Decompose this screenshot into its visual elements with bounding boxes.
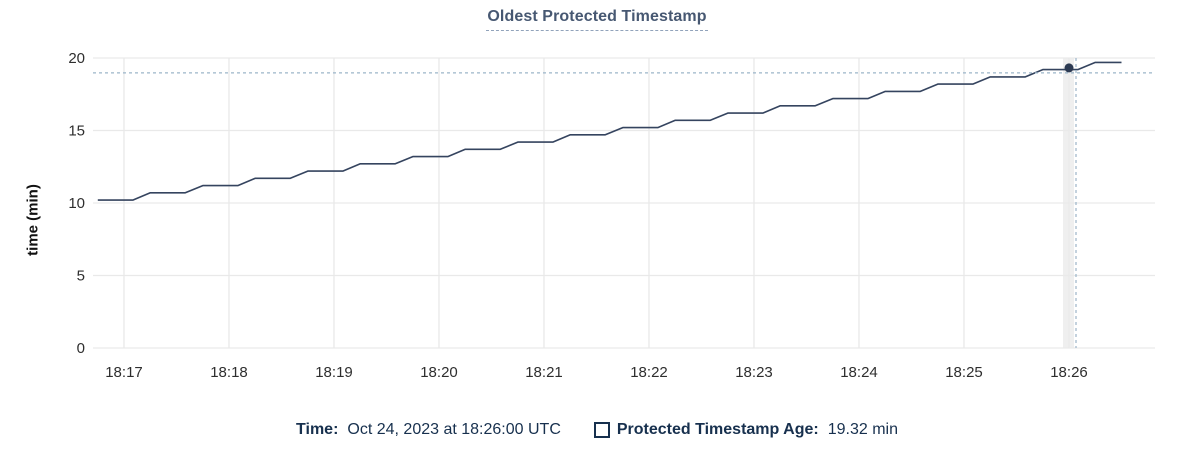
- legend-time-group: Time: Oct 24, 2023 at 18:26:00 UTC: [296, 421, 561, 439]
- x-tick-label: 18:26: [1050, 364, 1088, 381]
- x-tick-label: 18:20: [420, 364, 458, 381]
- y-tick-label: 10: [68, 195, 85, 212]
- y-tick-label: 15: [68, 123, 85, 140]
- x-tick-label: 18:22: [630, 364, 668, 381]
- chart-title[interactable]: Oldest Protected Timestamp: [486, 8, 708, 31]
- hover-band: [1063, 58, 1074, 348]
- x-tick-label: 18:19: [315, 364, 353, 381]
- legend-time-value: Oct 24, 2023 at 18:26:00 UTC: [347, 421, 561, 438]
- legend-series-value: 19.32 min: [827, 421, 898, 438]
- legend-series-toggle[interactable]: Protected Timestamp Age: 19.32 min: [593, 421, 898, 439]
- hover-point: [1064, 63, 1074, 73]
- y-tick-label: 20: [68, 50, 85, 67]
- series-checkbox-icon[interactable]: [593, 422, 610, 438]
- series-line: [97, 61, 1122, 201]
- legend: Time: Oct 24, 2023 at 18:26:00 UTC Prote…: [0, 421, 1194, 439]
- x-tick-label: 18:25: [945, 364, 983, 381]
- x-tick-label: 18:17: [105, 364, 143, 381]
- x-tick-label: 18:18: [210, 364, 248, 381]
- legend-time-label: Time:: [296, 421, 339, 438]
- x-tick-label: 18:23: [735, 364, 773, 381]
- y-tick-label: 0: [77, 340, 85, 357]
- y-axis-title: time (min): [24, 184, 42, 256]
- chart-title-row: Oldest Protected Timestamp: [0, 8, 1194, 31]
- x-tick-label: 18:24: [840, 364, 878, 381]
- legend-series-label: Protected Timestamp Age:: [616, 421, 819, 438]
- x-tick-label: 18:21: [525, 364, 563, 381]
- y-tick-label: 5: [77, 268, 85, 285]
